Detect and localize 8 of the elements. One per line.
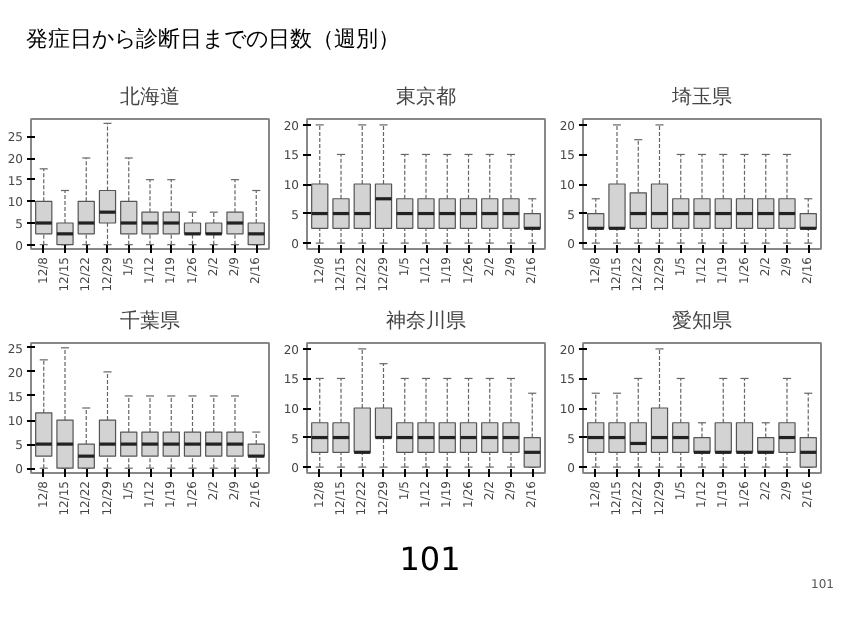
chart-title: 北海道 [120, 85, 180, 109]
chart-title: 東京都 [396, 85, 456, 109]
chart-title: 千葉県 [120, 309, 180, 333]
chart-title: 愛知県 [672, 309, 732, 333]
text: 101 [399, 540, 461, 578]
chart-title: 神奈川県 [386, 309, 466, 333]
chart-title: 埼玉県 [670, 85, 732, 109]
text: 発症日から診断日までの日数（週別） [26, 24, 400, 56]
